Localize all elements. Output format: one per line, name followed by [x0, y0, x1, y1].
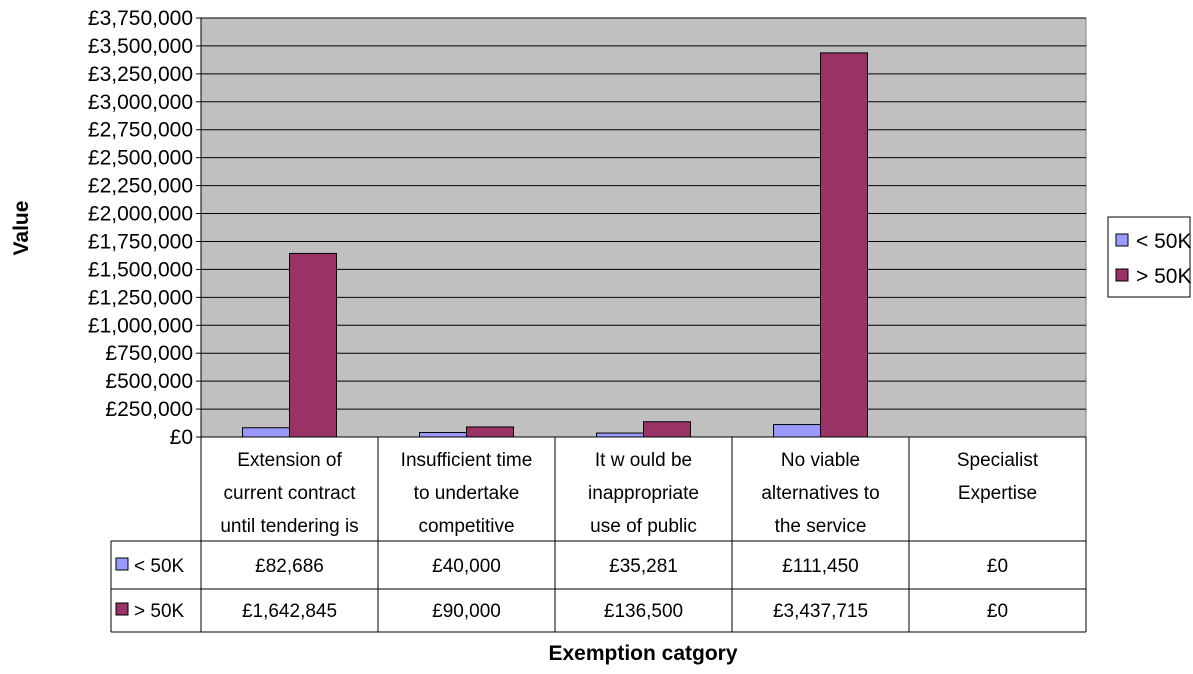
table-legend-key [115, 602, 129, 616]
y-tick-label: £750,000 [105, 342, 193, 365]
y-tick-label: £3,000,000 [88, 91, 193, 114]
legend-label: > 50K [1136, 265, 1191, 288]
bar [242, 427, 290, 438]
x-axis-label: Exemption catgory [548, 642, 737, 665]
y-tick-label: £1,000,000 [88, 314, 193, 337]
y-tick-label: £0 [170, 426, 193, 449]
x-tick-label: It w ould be [595, 450, 692, 471]
y-tick-label: £3,500,000 [88, 35, 193, 58]
x-tick-label: to undertake [414, 483, 520, 504]
table-cell-value: £40,000 [432, 556, 501, 577]
y-tick-label: £1,750,000 [88, 230, 193, 253]
table-cell-value: £1,642,845 [242, 601, 337, 622]
y-tick-label: £500,000 [105, 370, 193, 393]
x-tick-label: current contract [224, 483, 357, 504]
x-tick-label: the service [775, 516, 867, 537]
plot-area [200, 17, 1087, 438]
bar [643, 421, 691, 438]
table-cell-value: £35,281 [609, 556, 678, 577]
x-tick-label: Expertise [958, 483, 1037, 504]
x-tick-label: Specialist [957, 450, 1039, 471]
y-tick-label: £3,750,000 [88, 7, 193, 30]
bar [596, 432, 644, 438]
y-tick-label: £2,750,000 [88, 119, 193, 142]
y-tick-label: £1,500,000 [88, 258, 193, 281]
y-axis: £0 £250,000 £500,000 £750,000 £1,000,000 £1,2… [88, 7, 201, 449]
x-tick-label: Insufficient time [401, 450, 533, 471]
x-tick-label: No viable [781, 450, 860, 471]
x-tick-label: inappropriate [588, 483, 699, 504]
bar [466, 426, 514, 438]
table-cell-value: £82,686 [255, 556, 324, 577]
y-tick-label: £3,250,000 [88, 63, 193, 86]
x-tick-label: Extension of [237, 450, 342, 471]
table-cell-value: £3,437,715 [773, 601, 868, 622]
y-tick-label: £1,250,000 [88, 286, 193, 309]
y-axis-label: Value [10, 201, 33, 256]
y-tick-label: £2,000,000 [88, 203, 193, 226]
gridlines [201, 17, 1086, 410]
table-cell-value: £0 [987, 601, 1008, 622]
table-cell-value: £111,450 [782, 556, 858, 577]
legend-swatch [1115, 268, 1129, 282]
y-tick-label: £250,000 [105, 398, 193, 421]
bar [820, 52, 868, 438]
x-tick-label: alternatives to [761, 483, 879, 504]
x-tick-label: competitive [418, 516, 514, 537]
legend-label: < 50K [1136, 230, 1191, 253]
table-cell-value: £0 [987, 556, 1008, 577]
table-cell-value: £90,000 [432, 601, 501, 622]
bar [289, 252, 337, 438]
bars [242, 52, 868, 438]
table-series-name: < 50K [134, 556, 185, 577]
bar [419, 432, 467, 438]
x-tick-label: until tendering is [220, 516, 358, 537]
legend: < 50K > 50K [1107, 216, 1191, 298]
legend-swatch [1115, 233, 1129, 247]
table-cell-value: £136,500 [604, 601, 683, 622]
table-series-name: > 50K [134, 601, 185, 622]
y-tick-label: £2,250,000 [88, 175, 193, 198]
y-tick-label: £2,500,000 [88, 147, 193, 170]
bar [773, 424, 821, 438]
data-table: Extension of current contract until tender… [110, 437, 1087, 633]
table-legend-key [115, 557, 129, 571]
legend-box [1107, 216, 1191, 298]
x-tick-label: use of public [590, 516, 697, 537]
